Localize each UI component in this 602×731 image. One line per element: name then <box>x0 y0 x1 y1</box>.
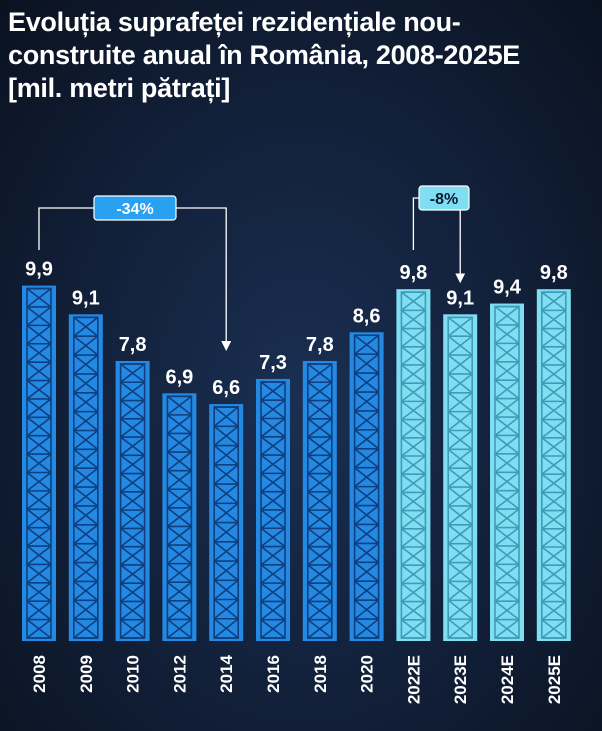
value-label-2008: 9,9 <box>25 259 53 281</box>
bar-2022E <box>396 289 431 641</box>
chart-title-line-2: construite anual în România, 2008-2025E <box>8 40 520 70</box>
bar-2024E <box>490 303 524 641</box>
x-axis-ticks: 2008 2009 2010 2012 2014 2016 2018 2020 2022E 202… <box>30 654 564 704</box>
annotation-label-1: -34% <box>116 201 153 218</box>
x-tick-2012: 2012 <box>170 655 189 693</box>
value-label-2025E: 9,8 <box>540 262 568 284</box>
bar-2010 <box>115 360 150 641</box>
x-tick-2009: 2009 <box>77 655 96 693</box>
x-tick-2014: 2014 <box>217 654 236 692</box>
value-label-2016: 7,3 <box>259 352 287 374</box>
bar-2014 <box>209 404 244 641</box>
value-labels-layer: 9,9 9,1 7,8 6,9 6,6 7,3 7,8 8,6 9,8 9,1 9,4 9,8 <box>25 259 568 399</box>
x-tick-2022E: 2022E <box>404 655 423 704</box>
bar-2012 <box>162 393 197 641</box>
value-label-2009: 9,1 <box>72 287 100 309</box>
bar-2009 <box>68 314 103 641</box>
x-tick-2023E: 2023E <box>451 655 470 704</box>
x-tick-2008: 2008 <box>30 655 49 693</box>
x-tick-2020: 2020 <box>358 655 377 693</box>
value-label-2023E: 9,1 <box>446 287 474 309</box>
bar-2016 <box>256 378 290 641</box>
x-tick-2018: 2018 <box>311 655 330 693</box>
value-label-2020: 8,6 <box>353 305 381 327</box>
bar-2025E <box>536 289 571 641</box>
x-tick-2010: 2010 <box>124 655 143 693</box>
x-tick-2016: 2016 <box>264 655 283 693</box>
chart-title-line-3: [mil. metri pătrați] <box>8 73 231 103</box>
value-label-2012: 6,9 <box>165 366 193 388</box>
bar-2020 <box>349 332 384 641</box>
bars-layer <box>22 285 571 641</box>
bar-2018 <box>302 360 337 641</box>
annotations-layer: -34% -8% <box>38 185 470 352</box>
chart-title-line-1: Evoluția suprafeței rezidențiale nou- <box>8 7 461 37</box>
value-label-2014: 6,6 <box>212 377 240 399</box>
bar-2023E <box>443 314 478 641</box>
value-label-2024E: 9,4 <box>493 277 522 299</box>
value-label-2022E: 9,8 <box>399 262 427 284</box>
value-label-2010: 7,8 <box>119 334 147 356</box>
annotation-change-2: -8% <box>412 185 470 284</box>
chart-title: Evoluția suprafeței rezidențiale nou- co… <box>8 6 598 105</box>
x-tick-2024E: 2024E <box>498 655 517 704</box>
annotation-label-2: -8% <box>430 191 458 208</box>
value-label-2018: 7,8 <box>306 334 334 356</box>
bar-2008 <box>22 285 56 641</box>
x-tick-2025E: 2025E <box>545 655 564 704</box>
annotation-change-1: -34% <box>38 195 232 352</box>
